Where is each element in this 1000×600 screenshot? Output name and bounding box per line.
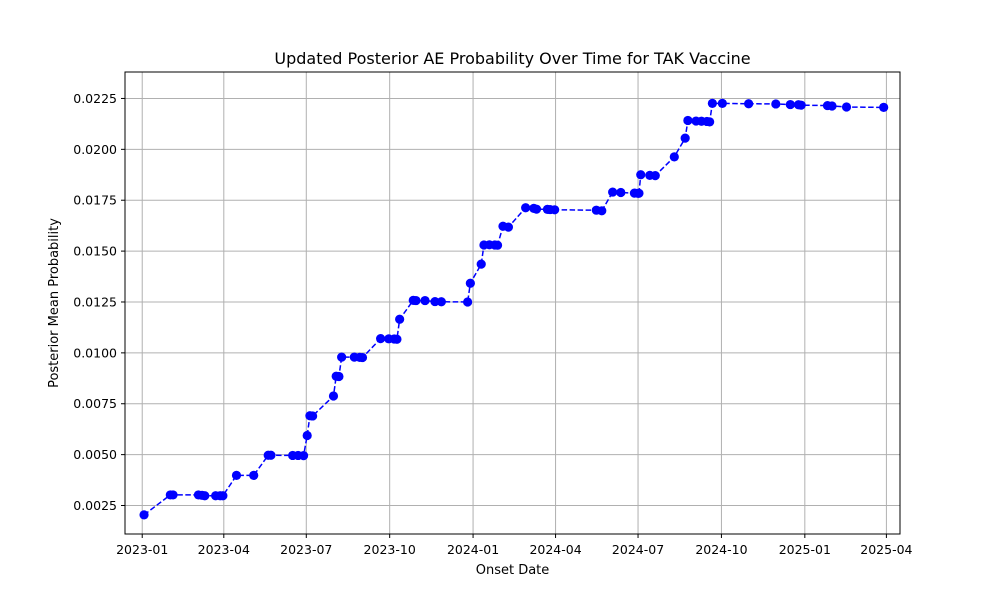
data-point [200,491,210,501]
data-layer [139,98,889,520]
data-point [669,152,679,162]
plot-area-frame [124,71,901,535]
data-point [231,470,242,480]
data-point [531,204,542,214]
x-tick-label: 2024-01 [447,542,499,557]
data-point [650,170,660,181]
data-point [771,99,781,109]
data-point [436,297,446,307]
x-tick-label: 2024-10 [695,542,747,557]
data-point [550,205,560,215]
data-point [298,451,309,461]
data-point [608,187,618,197]
data-point [465,278,475,288]
y-tick-label: 0.0175 [73,193,117,208]
data-point [683,115,693,126]
x-axis-label: Onset Date [476,563,550,578]
y-tick-label: 0.0025 [73,498,117,513]
data-point [139,510,149,520]
data-point [337,352,347,362]
data-point [492,240,503,250]
y-tick-label: 0.0050 [73,447,117,462]
x-tick-label: 2023-07 [280,542,332,557]
y-axis-label: Posterior Mean Probability [47,218,62,388]
data-point [636,170,646,180]
data-point [827,101,837,111]
y-tick-label: 0.0225 [73,91,117,106]
data-point [785,99,795,110]
y-tick-label: 0.0125 [73,294,117,309]
data-point [392,334,402,344]
data-point [420,295,430,306]
data-point [376,334,386,344]
data-point [302,430,312,441]
data-point [395,314,405,324]
data-point [705,117,715,127]
data-point [521,203,531,213]
data-point [616,187,626,198]
y-tick-label: 0.0075 [73,396,117,411]
tick-layer: 2023-01 2023-04 2023-07 2023-10 2024-01 2024-… [73,91,912,557]
data-point [266,450,276,460]
chart-title: Updated Posterior AE Probability Over Ti… [274,49,750,68]
data-point [357,352,368,363]
x-tick-label: 2023-10 [364,542,416,557]
data-point [218,491,228,501]
data-point [249,470,259,480]
data-point [463,297,473,307]
y-tick-label: 0.0100 [73,345,117,360]
data-point [411,295,421,306]
data-point [796,100,806,110]
data-point [634,188,644,198]
x-tick-label: 2024-04 [529,542,581,557]
data-point [168,490,178,500]
data-point [476,259,486,269]
x-tick-label: 2025-04 [860,542,912,557]
x-tick-label: 2023-04 [198,542,250,557]
data-point [334,371,344,382]
data-point [308,411,318,421]
data-point [879,102,889,113]
data-point [680,133,690,143]
data-point [707,98,717,108]
x-tick-label: 2024-07 [612,542,664,557]
data-point [597,206,607,216]
grid-layer [125,72,900,534]
data-point [717,98,727,108]
x-tick-label: 2025-01 [779,542,831,557]
x-tick-label: 2023-01 [116,542,168,557]
data-point [841,102,852,112]
data-point [328,391,339,401]
data-point [744,99,754,109]
y-tick-label: 0.0200 [73,142,117,157]
data-point [503,222,514,232]
y-tick-label: 0.0150 [73,244,117,259]
